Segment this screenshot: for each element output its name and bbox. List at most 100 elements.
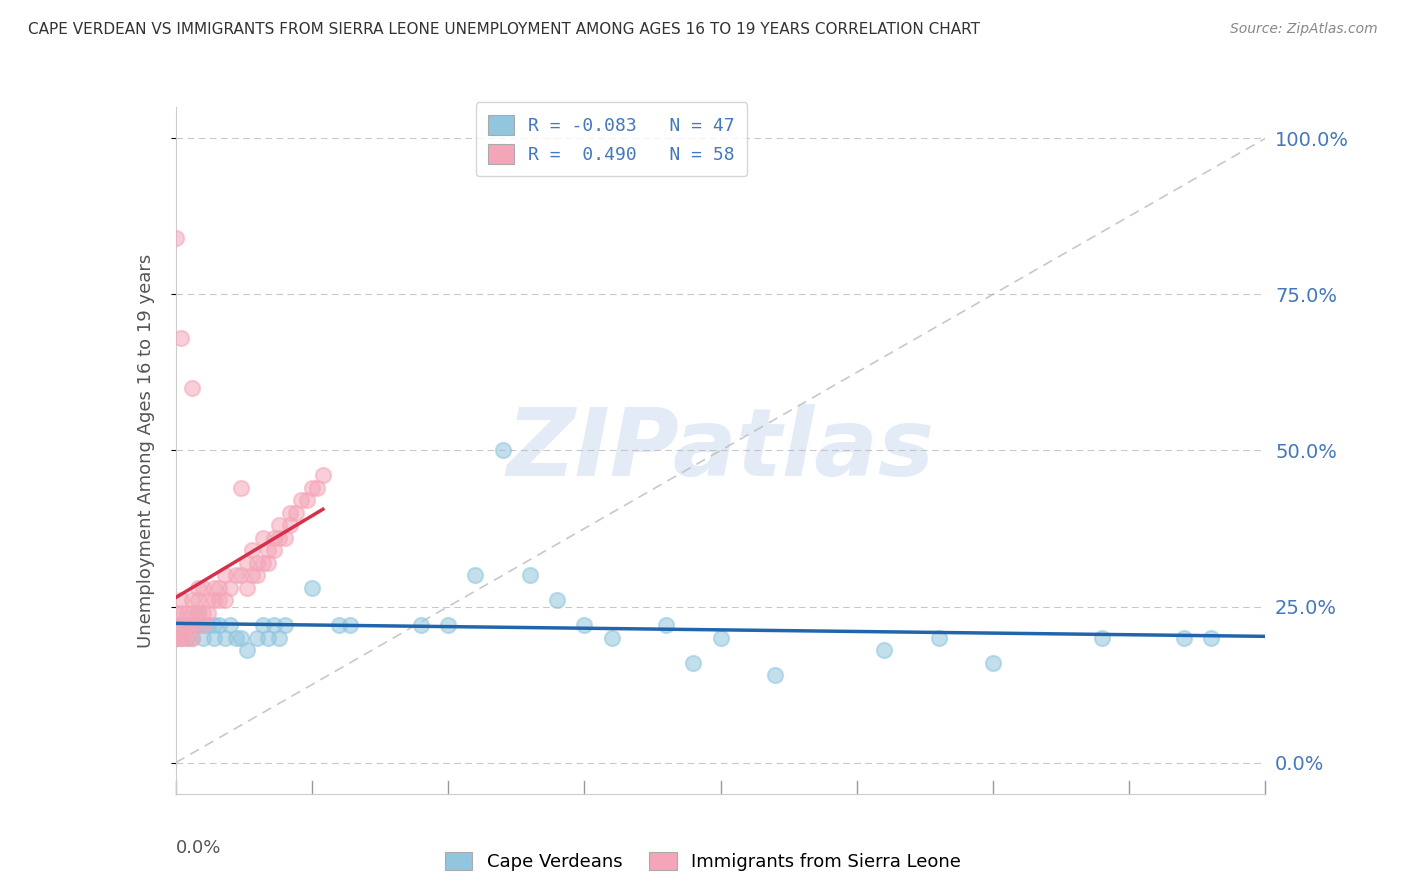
Point [269,531,291,545]
Point [202,581,225,595]
Point [219,618,242,632]
Point [225,568,247,582]
Point [170,631,193,645]
Point [655,618,678,632]
Point [186,606,209,620]
Point [181,606,204,620]
Point [176,631,198,645]
Point [186,593,209,607]
Point [301,481,323,495]
Point [252,618,274,632]
Point [181,618,204,632]
Point [181,631,204,645]
Point [492,443,515,458]
Text: ZIPatlas: ZIPatlas [506,404,935,497]
Point [197,618,219,632]
Point [269,518,291,533]
Point [186,581,209,595]
Point [873,643,896,657]
Point [165,631,187,645]
Point [409,618,432,632]
Point [191,606,214,620]
Point [170,631,193,645]
Point [170,593,193,607]
Point [165,631,187,645]
Text: Source: ZipAtlas.com: Source: ZipAtlas.com [1230,22,1378,37]
Point [437,618,460,632]
Point [252,531,274,545]
Point [235,556,257,570]
Point [263,618,285,632]
Point [202,593,225,607]
Point [170,606,193,620]
Point [263,531,285,545]
Point [191,581,214,595]
Point [252,556,274,570]
Point [165,631,187,645]
Point [240,568,263,582]
Y-axis label: Unemployment Among Ages 16 to 19 years: Unemployment Among Ages 16 to 19 years [136,253,155,648]
Point [284,506,307,520]
Point [186,618,209,632]
Point [307,481,329,495]
Point [181,618,204,632]
Point [208,618,231,632]
Point [240,543,263,558]
Point [225,631,247,645]
Point [546,593,568,607]
Point [191,618,214,632]
Point [235,581,257,595]
Point [290,493,312,508]
Point [600,631,623,645]
Point [1173,631,1195,645]
Point [763,668,786,682]
Point [214,568,236,582]
Point [197,593,219,607]
Point [170,631,193,645]
Legend: R = -0.083   N = 47, R =  0.490   N = 58: R = -0.083 N = 47, R = 0.490 N = 58 [475,103,748,177]
Point [235,643,257,657]
Point [191,618,214,632]
Text: CAPE VERDEAN VS IMMIGRANTS FROM SIERRA LEONE UNEMPLOYMENT AMONG AGES 16 TO 19 YE: CAPE VERDEAN VS IMMIGRANTS FROM SIERRA L… [28,22,980,37]
Point [176,618,198,632]
Point [202,631,225,645]
Point [274,618,297,632]
Point [170,618,193,632]
Point [246,568,269,582]
Point [928,631,950,645]
Point [274,531,297,545]
Point [312,468,335,483]
Point [231,481,253,495]
Point [165,606,187,620]
Point [186,606,209,620]
Text: 0.0%: 0.0% [176,838,221,856]
Point [170,331,193,345]
Point [301,581,323,595]
Point [181,631,204,645]
Point [231,631,253,645]
Point [710,631,733,645]
Point [1091,631,1114,645]
Point [165,231,187,245]
Point [682,656,704,670]
Point [278,506,301,520]
Point [981,656,1004,670]
Point [214,593,236,607]
Legend: Cape Verdeans, Immigrants from Sierra Leone: Cape Verdeans, Immigrants from Sierra Le… [437,845,969,879]
Point [257,543,280,558]
Point [176,618,198,632]
Point [170,618,193,632]
Point [1199,631,1222,645]
Point [214,631,236,645]
Point [176,631,198,645]
Point [208,581,231,595]
Point [257,631,280,645]
Point [165,618,187,632]
Point [191,631,214,645]
Point [339,618,361,632]
Point [231,568,253,582]
Point [263,543,285,558]
Point [176,606,198,620]
Point [246,631,269,645]
Point [202,618,225,632]
